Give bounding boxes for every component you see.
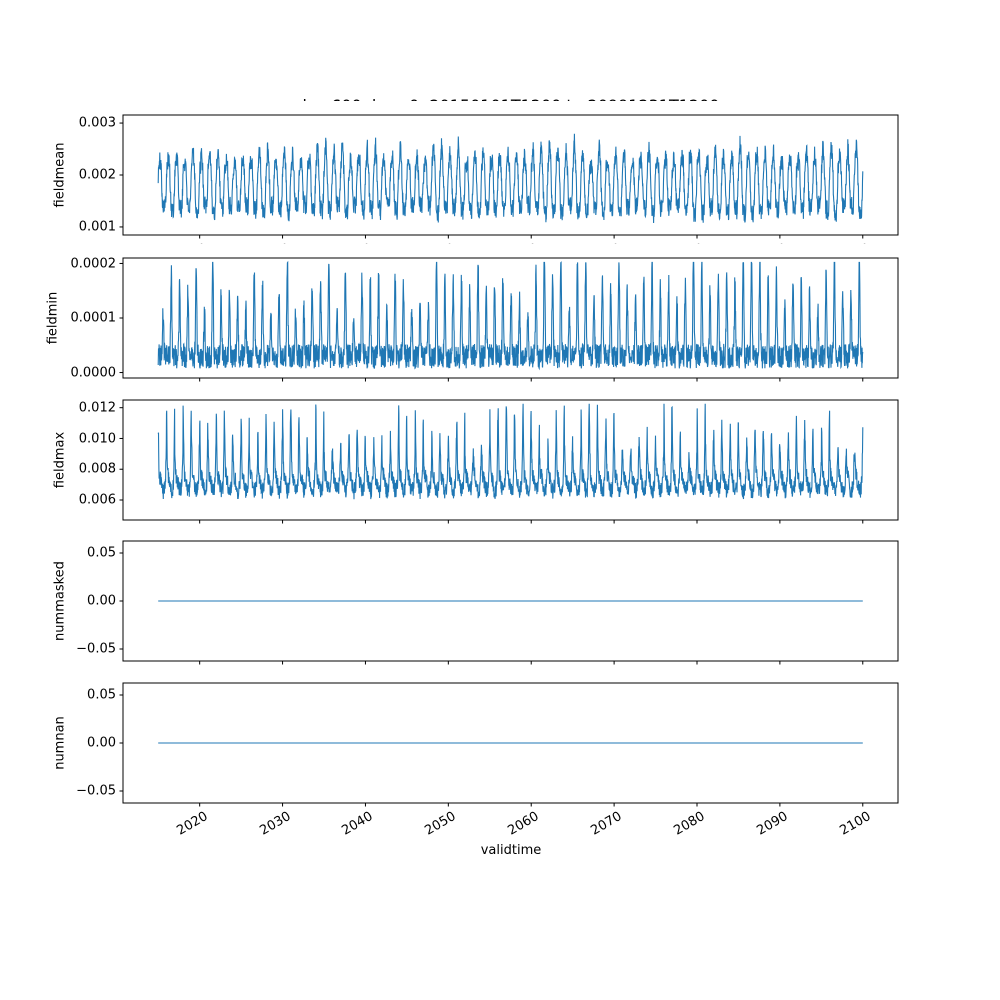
x-tick-label: 2080 bbox=[671, 241, 708, 271]
x-tick-label: 2050 bbox=[422, 384, 459, 414]
y-tick-label: 0.00 bbox=[87, 593, 116, 609]
x-tick-label: 2090 bbox=[754, 809, 791, 839]
axes-box bbox=[122, 257, 899, 379]
x-tick-label: 2020 bbox=[174, 526, 211, 556]
x-tick-label: 2060 bbox=[505, 384, 542, 414]
x-tick-label: 2100 bbox=[837, 526, 874, 556]
series-line-fieldmean bbox=[157, 133, 864, 224]
x-tick-label: 2090 bbox=[754, 667, 791, 697]
y-tick-label: 0.010 bbox=[78, 431, 116, 446]
y-axis-label-fieldmean: fieldmean bbox=[52, 142, 68, 208]
y-axis-label-nummasked: nummasked bbox=[52, 561, 68, 641]
axes-box bbox=[122, 540, 899, 662]
x-tick-label: 2050 bbox=[422, 241, 459, 271]
y-axis-label-fieldmin: fieldmin bbox=[45, 291, 61, 345]
x-tick-label: 2020 bbox=[174, 809, 211, 839]
x-tick-label: 2060 bbox=[505, 241, 542, 271]
y-tick-label: 0.0000 bbox=[70, 365, 117, 380]
x-tick-label: 2050 bbox=[422, 526, 459, 556]
y-axis-label-fieldmax: fieldmax bbox=[52, 431, 68, 489]
y-tick-label: 0.008 bbox=[78, 461, 116, 477]
x-tick-label: 2070 bbox=[588, 809, 625, 839]
x-tick-label: 2070 bbox=[588, 241, 625, 271]
y-tick-label: 0.003 bbox=[78, 115, 116, 131]
axes-box bbox=[122, 399, 899, 521]
series-line-fieldmin bbox=[157, 260, 864, 371]
x-tick-label: 2040 bbox=[339, 526, 376, 556]
x-tick-label: 2040 bbox=[339, 241, 376, 271]
y-tick-label: 0.006 bbox=[78, 492, 116, 508]
x-tick-label: 2020 bbox=[174, 241, 211, 271]
x-tick-label: 2080 bbox=[671, 809, 708, 839]
x-tick-label: 2070 bbox=[588, 667, 625, 697]
y-tick-label: 0.05 bbox=[87, 687, 116, 703]
y-tick-label: 0.0001 bbox=[70, 310, 117, 326]
series-line-fieldmax bbox=[157, 403, 864, 500]
x-tick-label: 2050 bbox=[422, 667, 459, 697]
x-tick-label: 2050 bbox=[422, 809, 459, 839]
x-tick-label: 2070 bbox=[588, 526, 625, 556]
y-tick-label: 0.012 bbox=[78, 400, 116, 416]
x-tick-label: 2040 bbox=[339, 384, 376, 414]
x-tick-label: 2080 bbox=[671, 667, 708, 697]
x-tick-label: 2080 bbox=[671, 526, 708, 556]
x-tick-label: 2100 bbox=[837, 241, 874, 271]
y-tick-label: 0.05 bbox=[87, 545, 116, 561]
axes-box bbox=[122, 682, 899, 804]
x-tick-label: 2090 bbox=[754, 526, 791, 556]
y-tick-label: −0.05 bbox=[76, 783, 116, 799]
y-tick-label: 0.0002 bbox=[70, 256, 117, 271]
x-tick-label: 2020 bbox=[174, 384, 211, 414]
x-tick-label: 2020 bbox=[174, 667, 211, 697]
y-tick-label: 0.00 bbox=[87, 735, 116, 751]
x-tick-label: 2030 bbox=[256, 241, 294, 271]
x-tick-label: 2060 bbox=[505, 809, 542, 839]
x-tick-label: 2060 bbox=[505, 526, 542, 556]
x-tick-label: 2100 bbox=[837, 667, 874, 697]
x-tick-label: 2030 bbox=[256, 384, 294, 414]
x-tick-label: 2100 bbox=[837, 809, 874, 839]
x-axis-label: validtime bbox=[480, 843, 542, 858]
axes-box bbox=[122, 114, 899, 236]
y-axis-label-numnan: numnan bbox=[52, 716, 68, 770]
x-tick-label: 2090 bbox=[754, 384, 791, 414]
x-tick-label: 2090 bbox=[754, 241, 791, 271]
y-tick-label: −0.05 bbox=[76, 641, 116, 657]
x-tick-label: 2030 bbox=[256, 809, 294, 839]
x-tick-label: 2080 bbox=[671, 384, 708, 414]
x-tick-label: 2040 bbox=[339, 667, 376, 697]
y-tick-label: 0.001 bbox=[78, 219, 116, 235]
x-tick-label: 2100 bbox=[837, 384, 874, 414]
x-tick-label: 2060 bbox=[505, 667, 542, 697]
x-tick-label: 2030 bbox=[256, 667, 294, 697]
x-tick-label: 2070 bbox=[588, 384, 625, 414]
x-tick-label: 2040 bbox=[339, 809, 376, 839]
y-tick-label: 0.002 bbox=[78, 167, 116, 183]
chart-title: hus600, lev=0, 20150101T1200 to 20991231… bbox=[302, 96, 720, 115]
x-tick-label: 2030 bbox=[256, 526, 294, 556]
